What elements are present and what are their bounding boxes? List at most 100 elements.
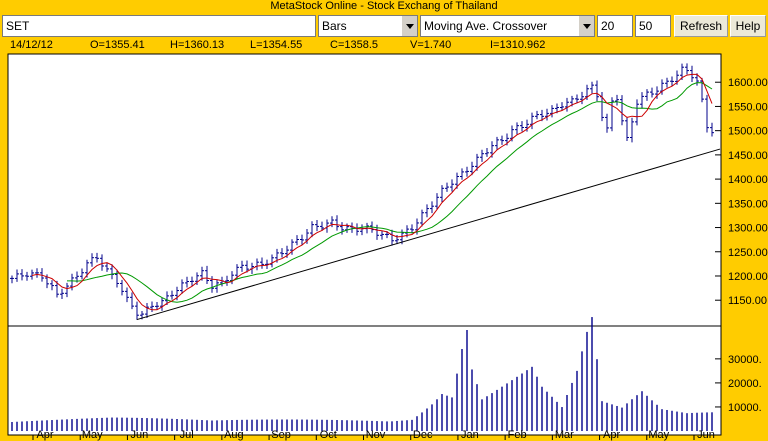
indicator-value: Moving Ave. Crossover [424,19,548,33]
time-tick-label: May [82,429,103,441]
chart-type-value: Bars [322,19,347,33]
price-tick-label: 1200.00 [728,271,768,283]
price-bar [30,269,34,280]
price-bar [20,269,24,281]
price-tick-label: 1350.00 [728,198,768,210]
price-bar [170,290,174,300]
price-bar [550,105,554,118]
price-bar [690,65,694,83]
quote-close: C=1358.5 [330,39,379,51]
price-bar [655,86,659,99]
symbol-input[interactable]: SET [2,15,316,37]
price-bar [535,110,539,120]
price-bar [630,117,634,143]
price-bar [95,252,99,263]
price-axis: 1600.00 1550.00 1500.00 1450.00 1400.00 1350.… [715,77,768,307]
help-button[interactable]: Help [730,15,766,37]
time-tick-label: Jan [461,429,479,441]
price-bar [190,276,194,286]
period2-input[interactable]: 50 [635,15,671,37]
time-tick-label: Apr [36,429,53,441]
period1-input[interactable]: 20 [597,15,633,37]
price-bar [55,280,59,298]
price-bar [480,149,484,162]
chevron-down-icon[interactable] [578,16,594,36]
chart-plot-area [7,53,722,436]
price-bar [640,92,644,109]
price-bar [290,239,294,255]
price-bar [130,292,134,310]
price-bar [470,161,474,176]
price-bars-series [10,63,714,320]
price-bar [35,268,39,278]
trendline[interactable] [136,148,721,321]
price-bar [105,262,109,272]
time-tick-label: Nov [366,429,386,441]
price-bar [320,221,324,231]
price-bar [180,279,184,294]
price-bar [145,302,149,319]
quote-date: 14/12/12 [10,39,53,51]
price-bar [650,87,654,98]
time-axis: Apr May Jun Jul Aug Sep Oct Nov Dec Jan Feb Mar Apr M… [32,429,715,441]
indicator-dropdown[interactable]: Moving Ave. Crossover [420,15,595,37]
price-bar [165,291,169,305]
price-tick-label: 1550.00 [728,101,768,113]
price-bar [580,91,584,105]
time-tick-label: Mar [555,429,574,441]
price-bar [295,235,299,246]
price-bar [225,275,229,286]
price-bar [705,94,709,133]
price-bar [445,182,449,192]
window-title: MetaStock Online - Stock Exchang of Thai… [0,0,768,13]
price-tick-label: 1150.00 [728,295,767,307]
price-volume-chart[interactable]: 1600.00 1550.00 1500.00 1450.00 1400.00 1350.… [0,52,768,441]
chevron-down-icon[interactable] [401,16,417,36]
price-bar [310,221,314,238]
time-tick-label: Aug [224,429,244,441]
price-bar [125,287,129,303]
price-bar [540,109,544,122]
quote-low: L=1354.55 [250,39,303,51]
ma-short-line [31,73,713,311]
price-bar [565,97,569,112]
volume-tick-label: 10000. [728,402,762,414]
quote-high: H=1360.13 [170,39,225,51]
price-bar [440,185,444,203]
period1-value: 20 [601,19,615,33]
price-bar [15,269,19,282]
price-bar [620,95,624,126]
price-bar [335,215,339,231]
chart-type-dropdown[interactable]: Bars [318,15,418,37]
time-tick-label: Jul [180,429,194,441]
price-bar [500,135,504,145]
time-tick-label: Jun [131,429,149,441]
price-bar [460,168,464,180]
price-bar [80,268,84,280]
price-tick-label: 1600.00 [728,77,768,89]
price-bar [90,253,94,267]
price-bar [430,201,434,214]
volume-tick-label: 30000. [728,354,762,366]
price-bar [10,275,14,284]
price-bar [50,280,54,291]
volume-axis: 30000. 20000. 10000. [715,354,762,414]
price-bar [420,209,424,227]
quote-bar: 14/12/12 O=1355.41 H=1360.13 L=1354.55 C… [0,38,768,52]
refresh-button[interactable]: Refresh [674,15,728,37]
price-bar [670,76,674,87]
price-bar [280,248,284,258]
price-bar [215,279,219,293]
price-bar [25,271,29,281]
volume-tick-label: 20000. [728,378,762,390]
price-tick-label: 1250.00 [728,247,768,259]
price-bar [205,265,209,284]
price-bar [410,224,414,234]
time-tick-label: May [648,429,669,441]
price-bar [245,260,249,273]
symbol-input-value: SET [6,19,30,33]
price-bar [615,94,619,106]
price-bar [520,121,524,132]
price-bar [475,153,479,171]
price-bar [450,179,454,192]
